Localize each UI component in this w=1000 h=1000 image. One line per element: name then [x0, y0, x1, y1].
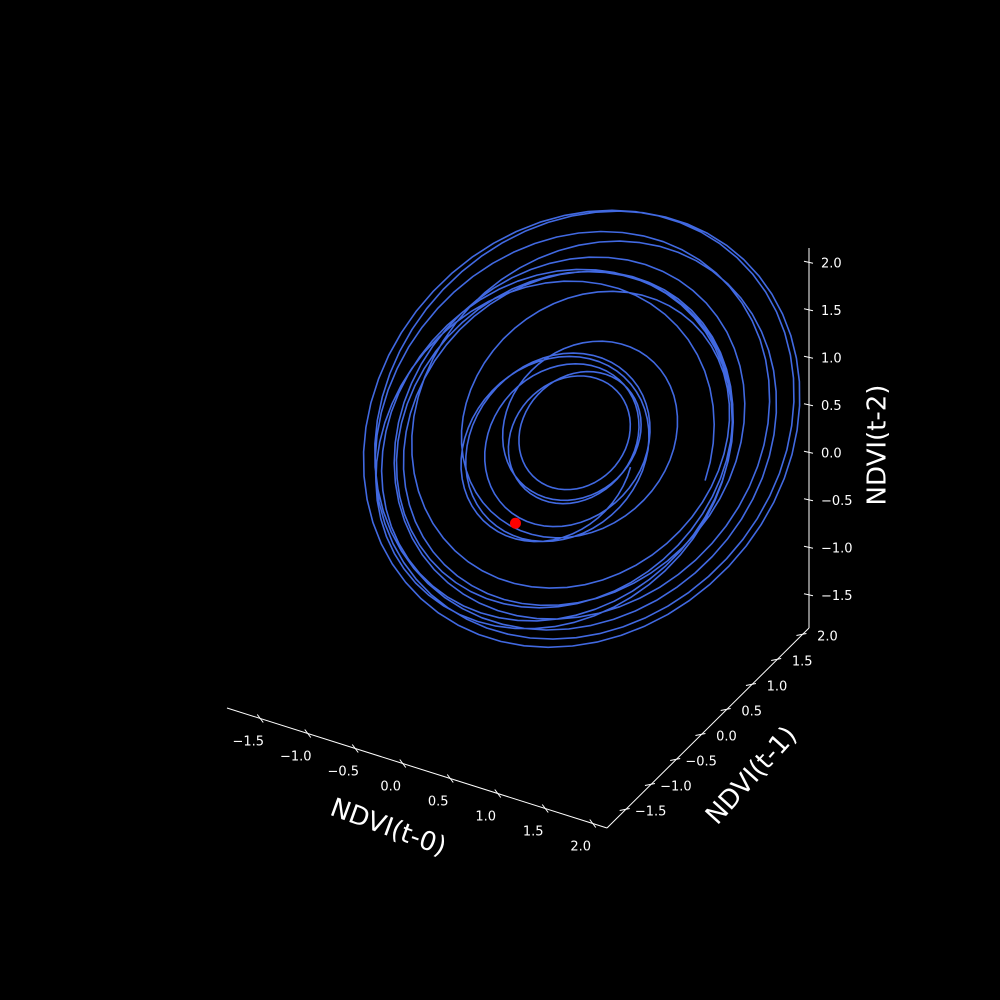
z-axis-title: NDVI(t-2): [863, 385, 893, 506]
marker-layer: [509, 517, 521, 529]
y-tick-mark: [644, 783, 656, 786]
x-tick-mark: [446, 774, 454, 783]
y-tick-label: −1.0: [660, 780, 692, 795]
y-tick-mark: [796, 633, 807, 636]
y-tick-label: 1.0: [767, 680, 788, 695]
x-tick-label: 1.5: [523, 825, 544, 840]
y-tick-mark: [670, 758, 681, 761]
y-axis-line: [606, 627, 810, 829]
y-tick-mark: [720, 708, 731, 711]
z-tick-mark: [803, 355, 814, 359]
x-tick-label: 1.0: [475, 810, 496, 825]
x-tick-label: 0.5: [428, 795, 449, 810]
y-tick-label: −1.5: [635, 805, 667, 820]
y-tick-label: −0.5: [685, 755, 717, 770]
trajectory-line: [362, 209, 801, 649]
z-tick-label: −1.5: [821, 589, 853, 604]
z-tick-mark: [803, 308, 814, 312]
trajectory-layer: [362, 209, 801, 649]
z-tick-mark: [803, 545, 814, 549]
x-tick-mark: [399, 759, 407, 768]
x-tick-label: −1.5: [232, 735, 264, 750]
x-axis-line: [226, 707, 608, 829]
y-tick-label: 0.5: [741, 705, 762, 720]
y-tick-mark: [619, 808, 630, 811]
y-tick-label: 1.5: [792, 655, 813, 670]
axes-layer: −1.5 −1.0 −0.5 0.0 0.5 1.0 1.5 2.0 −1.5 −1.0 −0.5 0…: [226, 248, 853, 855]
x-tick-label: 2.0: [570, 840, 591, 855]
z-tick-label: −0.5: [821, 494, 853, 509]
start-point-marker: [509, 517, 521, 529]
x-tick-mark: [589, 819, 597, 828]
x-tick-mark: [304, 729, 312, 738]
z-tick-mark: [803, 450, 814, 454]
z-tick-mark: [803, 498, 814, 502]
z-tick-label: 2.0: [821, 256, 842, 271]
x-tick-label: 0.0: [380, 780, 401, 795]
x-tick-mark: [494, 789, 502, 798]
x-tick-label: −1.0: [280, 750, 312, 765]
z-tick-label: 0.0: [821, 446, 842, 461]
z-tick-mark: [803, 260, 814, 264]
x-tick-mark: [351, 744, 359, 753]
z-tick-mark: [803, 403, 814, 407]
z-tick-label: 1.0: [821, 351, 842, 366]
y-tick-mark: [745, 683, 757, 686]
z-tick-label: −1.0: [821, 541, 853, 556]
y-tick-label: 2.0: [817, 630, 838, 645]
x-tick-label: −0.5: [327, 765, 359, 780]
z-tick-label: 0.5: [821, 399, 842, 414]
y-tick-label: 0.0: [716, 730, 737, 745]
y-tick-mark: [695, 733, 706, 736]
z-tick-label: 1.5: [821, 304, 842, 319]
x-tick-mark: [256, 714, 264, 723]
z-tick-mark: [803, 593, 814, 597]
y-tick-mark: [771, 658, 782, 661]
x-tick-mark: [541, 804, 549, 813]
